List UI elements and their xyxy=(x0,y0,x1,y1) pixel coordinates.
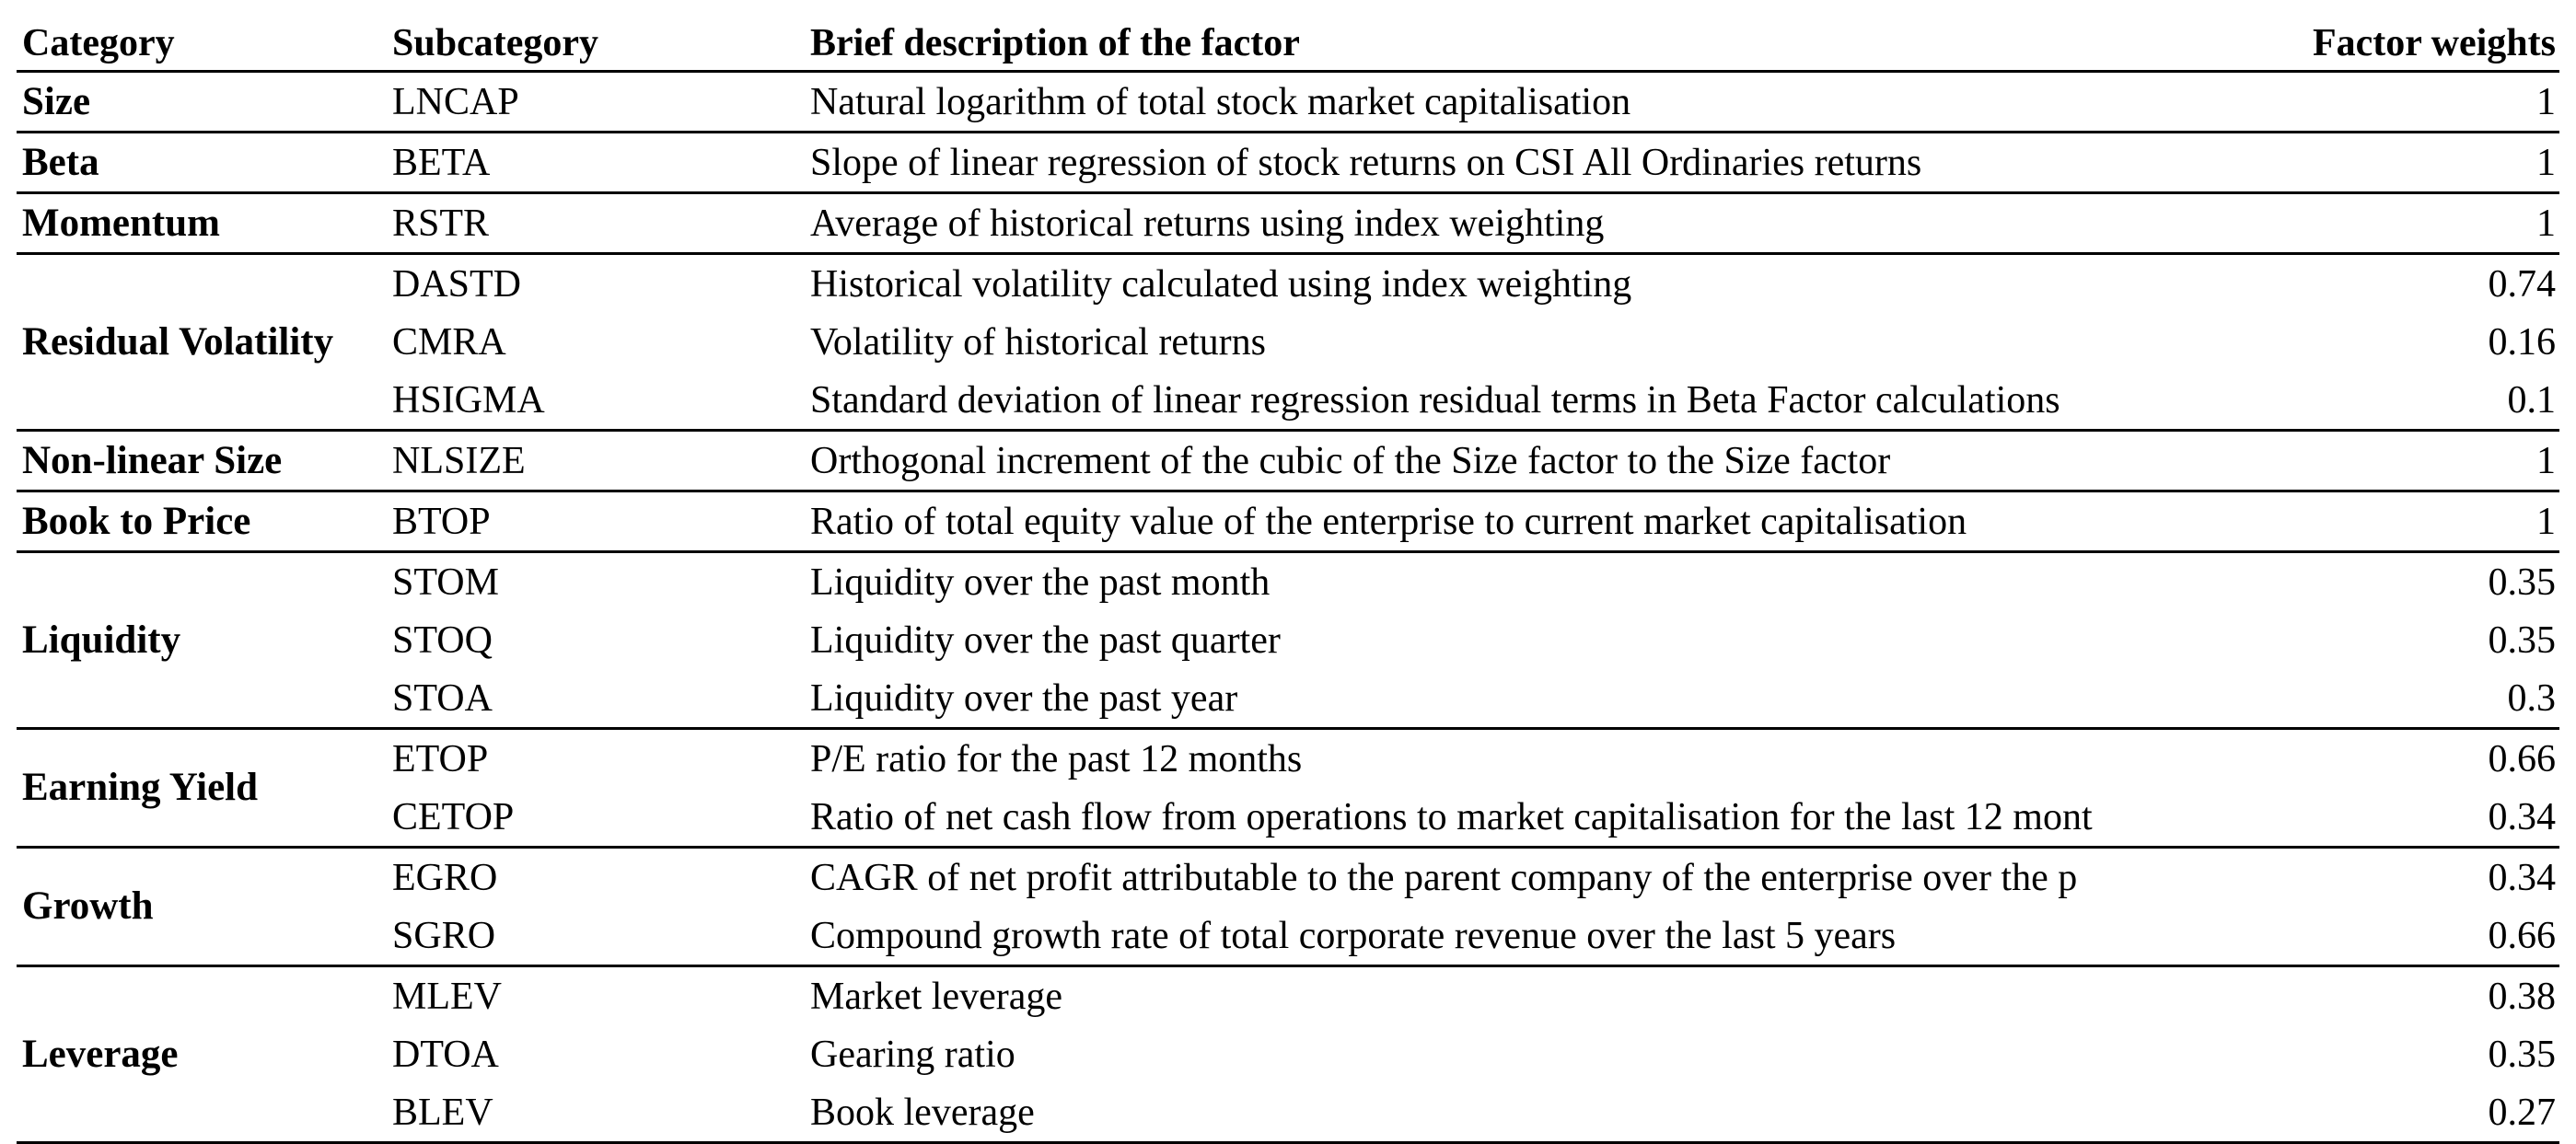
description-cell: Standard deviation of linear regression … xyxy=(805,371,2278,432)
header-description: Brief description of the factor xyxy=(805,17,2278,73)
table-row: SGRO Compound growth rate of total corpor… xyxy=(17,907,2559,967)
header-row: Category Subcategory Brief description o… xyxy=(17,17,2559,73)
category-cell: Liquidity xyxy=(17,551,387,730)
table-row: STOA Liquidity over the past year 0.3 xyxy=(17,669,2559,730)
category-cell: Size xyxy=(17,71,387,133)
description-cell: Natural logarithm of total stock market … xyxy=(805,71,2278,133)
description-cell: P/E ratio for the past 12 months xyxy=(810,737,1303,780)
description-cell: Ratio of net cash flow from operations t… xyxy=(805,788,2278,849)
subcategory-cell: ETOP xyxy=(392,737,489,780)
factor-weight-cell: 0.35 xyxy=(2488,560,2557,604)
factor-weight-cell: 0.38 xyxy=(2488,975,2557,1018)
description-cell: Book leverage xyxy=(805,1083,2278,1144)
description-cell: Compound growth rate of total corporate … xyxy=(805,907,2278,967)
category-cell: Non-linear Size xyxy=(17,430,387,492)
table-row: DTOA Gearing ratio 0.35 xyxy=(17,1025,2559,1083)
description-cell: Volatility of historical returns xyxy=(810,320,1266,364)
table-row: HSIGMA Standard deviation of linear regre… xyxy=(17,371,2559,432)
category-cell: Momentum xyxy=(17,192,387,255)
subcategory-cell: STOQ xyxy=(392,618,493,662)
table-row: Momentum RSTR Average of historical return… xyxy=(17,192,2559,255)
factor-weight-cell: 0.34 xyxy=(2488,856,2557,899)
table-row: BLEV Book leverage 0.27 xyxy=(17,1083,2559,1144)
subcategory-cell: STOM xyxy=(392,560,499,604)
description-cell: Liquidity over the past month xyxy=(810,560,1271,604)
description-cell: Gearing ratio xyxy=(810,1033,1015,1076)
header-factor-weights: Factor weights xyxy=(2278,17,2559,73)
factor-weight-cell: 1 xyxy=(2278,430,2559,492)
table-body: Size LNCAP Natural logarithm of total stoc… xyxy=(17,71,2559,1144)
description-cell: Orthogonal increment of the cubic of the… xyxy=(805,430,2278,492)
subcategory-cell: STOA xyxy=(387,669,805,730)
factor-weight-cell: 1 xyxy=(2278,132,2559,194)
category-cell: Residual Volatility xyxy=(17,253,387,432)
description-cell: Ratio of total equity value of the enter… xyxy=(805,491,2278,553)
factor-weight-cell: 1 xyxy=(2278,71,2559,133)
subcategory-cell: EGRO xyxy=(392,856,498,899)
subcategory-cell: BTOP xyxy=(387,491,805,553)
table-row: Beta BETA Slope of linear regression of st… xyxy=(17,132,2559,194)
factor-weight-cell: 0.27 xyxy=(2278,1083,2559,1144)
category-cell: Growth xyxy=(17,847,387,967)
description-cell: Market leverage xyxy=(810,975,1063,1018)
description-cell: Liquidity over the past quarter xyxy=(810,618,1281,662)
description-cell: Average of historical returns using inde… xyxy=(805,192,2278,255)
factor-table: Category Subcategory Brief description o… xyxy=(17,17,2559,1144)
subcategory-cell: RSTR xyxy=(387,192,805,255)
factor-weight-cell: 0.34 xyxy=(2278,788,2559,849)
factor-weight-cell: 0.66 xyxy=(2278,907,2559,967)
table-row: Residual Volatility DASTD Historical volat… xyxy=(17,253,2559,432)
subcategory-cell: SGRO xyxy=(387,907,805,967)
factor-weight-cell: 1 xyxy=(2278,192,2559,255)
table-row: Non-linear Size NLSIZE Orthogonal incremen… xyxy=(17,430,2559,492)
category-cell: Beta xyxy=(17,132,387,194)
factor-weight-cell: 0.35 xyxy=(2488,1033,2557,1076)
factor-weight-cell: 0.3 xyxy=(2278,669,2559,730)
subcategory-cell: HSIGMA xyxy=(387,371,805,432)
table-row: Liquidity STOM Liquidity over the past mon… xyxy=(17,551,2559,730)
factor-weight-cell: 0.74 xyxy=(2488,262,2557,306)
subcategory-cell: DASTD xyxy=(392,262,522,306)
subcategory-cell: CETOP xyxy=(387,788,805,849)
factor-weight-cell: 0.1 xyxy=(2278,371,2559,432)
factor-weight-cell: 0.66 xyxy=(2488,737,2557,780)
table-row: CETOP Ratio of net cash flow from operati… xyxy=(17,788,2559,849)
table-row: Growth EGRO CAGR of net profit attributabl… xyxy=(17,847,2559,967)
subcategory-cell: LNCAP xyxy=(387,71,805,133)
subcategory-cell: NLSIZE xyxy=(387,430,805,492)
table-row: STOQ Liquidity over the past quarter 0.35 xyxy=(17,611,2559,669)
table-row: Earning Yield ETOP P/E ratio for the past … xyxy=(17,728,2559,849)
table-row: Book to Price BTOP Ratio of total equity v… xyxy=(17,491,2559,553)
factor-weight-cell: 0.16 xyxy=(2488,320,2557,364)
table-header: Category Subcategory Brief description o… xyxy=(17,17,2559,73)
table-row: CMRA Volatility of historical returns 0.16 xyxy=(17,313,2559,371)
subcategory-cell: BLEV xyxy=(387,1083,805,1144)
subcategory-cell: MLEV xyxy=(392,975,502,1018)
table-row: Leverage MLEV Market leverage 0.38 xyxy=(17,965,2559,1144)
subcategory-cell: DTOA xyxy=(392,1033,499,1076)
header-subcategory: Subcategory xyxy=(387,17,805,73)
description-cell: Historical volatility calculated using i… xyxy=(810,262,1632,306)
description-cell: Slope of linear regression of stock retu… xyxy=(805,132,2278,194)
description-cell: CAGR of net profit attributable to the p… xyxy=(810,856,2078,899)
factor-weight-cell: 1 xyxy=(2278,491,2559,553)
header-category: Category xyxy=(17,17,387,73)
subcategory-cell: BETA xyxy=(387,132,805,194)
table-row: Size LNCAP Natural logarithm of total stoc… xyxy=(17,71,2559,133)
category-cell: Leverage xyxy=(17,965,387,1144)
category-cell: Book to Price xyxy=(17,491,387,553)
category-cell: Earning Yield xyxy=(17,728,387,849)
description-cell: Liquidity over the past year xyxy=(805,669,2278,730)
subcategory-cell: CMRA xyxy=(392,320,506,364)
factor-weight-cell: 0.35 xyxy=(2488,618,2557,662)
